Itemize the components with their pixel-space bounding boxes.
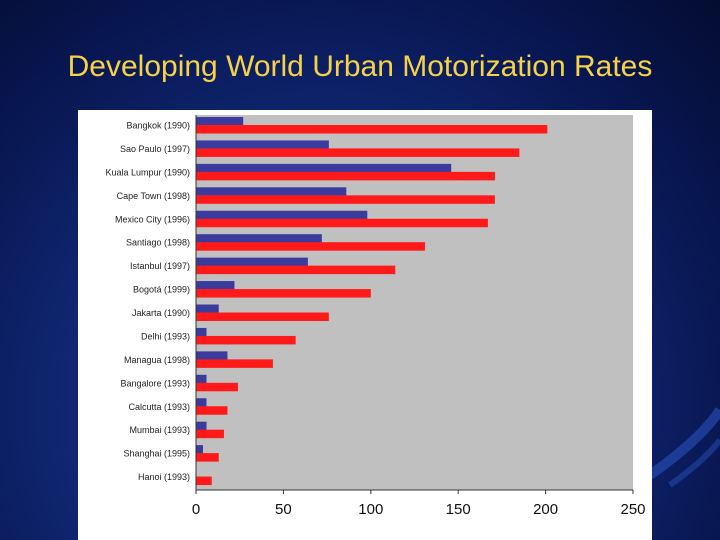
background-swoosh-decoration — [647, 407, 720, 488]
category-label: Istanbul (1997) — [130, 261, 190, 271]
bar-series-1-10 — [196, 351, 228, 360]
x-tick-label: 0 — [192, 501, 200, 518]
category-label: Bangkok (1990) — [126, 121, 190, 131]
bar-series-1-0 — [196, 117, 244, 126]
category-label: Kuala Lumpur (1990) — [105, 167, 190, 177]
bar-series-2-5 — [196, 242, 425, 251]
slide-title: Developing World Urban Motorization Rate… — [67, 50, 653, 83]
bar-series-2-1 — [196, 148, 520, 157]
bar-series-1-3 — [196, 187, 347, 196]
bar-series-1-4 — [196, 210, 368, 220]
x-tick-label: 250 — [620, 501, 645, 518]
bar-series-2-11 — [196, 382, 238, 392]
category-label: Mexico City (1996) — [115, 214, 190, 224]
category-label: Mumbai (1993) — [129, 425, 190, 435]
bar-series-1-12 — [196, 398, 207, 407]
x-tick-label: 200 — [533, 501, 558, 518]
category-label: Bogotá (1999) — [133, 285, 190, 295]
bar-series-1-5 — [196, 234, 322, 243]
bar-series-1-13 — [196, 421, 207, 431]
bar-chart: Bangkok (1990) Sao Paulo (1997) Kuala Lump… — [105, 115, 646, 518]
bar-series-2-15 — [196, 476, 212, 486]
bar-series-2-7 — [196, 289, 371, 298]
bar-series-1-1 — [196, 140, 329, 149]
bar-series-1-2 — [196, 163, 452, 173]
bar-series-2-2 — [196, 171, 495, 181]
bar-series-2-3 — [196, 195, 495, 204]
category-label: Jakarta (1990) — [132, 308, 190, 318]
category-label: Hanoi (1993) — [138, 472, 190, 482]
bar-series-2-12 — [196, 406, 228, 415]
bar-series-1-14 — [196, 445, 203, 454]
category-label: Shanghai (1995) — [123, 449, 190, 459]
category-label: Santiago (1998) — [126, 238, 190, 248]
bar-series-1-6 — [196, 257, 308, 267]
bar-series-2-13 — [196, 429, 224, 439]
chart-frame: Bangkok (1990) Sao Paulo (1997) Kuala Lump… — [78, 110, 652, 540]
bar-series-2-14 — [196, 453, 219, 462]
bar-series-2-8 — [196, 312, 329, 321]
bar-series-2-10 — [196, 359, 273, 368]
category-label: Calcutta (1993) — [128, 402, 190, 412]
category-label: Bangalore (1993) — [120, 378, 190, 388]
category-label: Sao Paulo (1997) — [120, 144, 190, 154]
bar-series-1-8 — [196, 304, 219, 313]
bar-series-2-4 — [196, 218, 488, 228]
x-tick-label: 50 — [275, 501, 292, 518]
x-tick-label: 100 — [358, 501, 383, 518]
category-label: Delhi (1993) — [141, 331, 190, 341]
category-label: Cape Town (1998) — [117, 191, 190, 201]
bar-series-1-7 — [196, 281, 235, 290]
bar-series-2-0 — [196, 125, 548, 134]
bar-series-2-9 — [196, 335, 296, 345]
x-tick-label: 150 — [446, 501, 471, 518]
bar-series-1-11 — [196, 374, 207, 384]
category-label: Managua (1998) — [124, 355, 190, 365]
bar-series-1-9 — [196, 327, 207, 337]
bar-series-2-6 — [196, 265, 396, 275]
